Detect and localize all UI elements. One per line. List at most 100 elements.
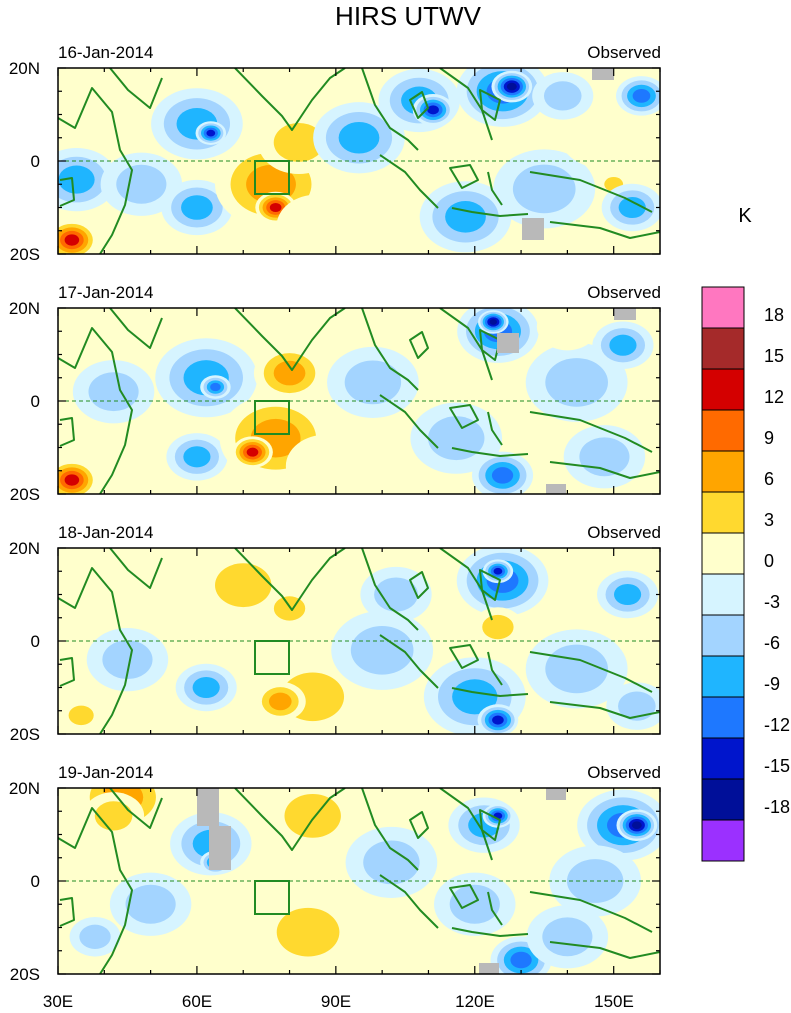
anomaly-contour bbox=[449, 884, 500, 924]
anomaly-contour bbox=[428, 416, 485, 461]
anomaly-contour bbox=[88, 372, 139, 412]
colorbar-swatch bbox=[701, 327, 745, 370]
panel-label: Observed bbox=[587, 763, 661, 782]
y-tick-label: 20S bbox=[10, 245, 40, 264]
colorbar-label: 3 bbox=[764, 510, 774, 530]
colorbar-label: -15 bbox=[764, 756, 790, 776]
anomaly-contour bbox=[192, 676, 220, 699]
map-panel: 19-Jan-2014 Observed bbox=[9, 763, 661, 984]
anomaly-contour bbox=[545, 644, 608, 694]
anomaly-contour bbox=[102, 640, 153, 680]
colorbar-label: -9 bbox=[764, 674, 780, 694]
panel-label: Observed bbox=[587, 43, 661, 62]
colorbar-label: -3 bbox=[764, 592, 780, 612]
anomaly-contour bbox=[510, 951, 532, 969]
colorbar-swatch bbox=[701, 409, 745, 452]
colorbar-swatch bbox=[701, 737, 745, 780]
y-tick-label: 20N bbox=[9, 59, 40, 78]
missing-data-patch bbox=[497, 333, 519, 353]
anomaly-contour bbox=[344, 360, 402, 405]
anomaly-contour bbox=[512, 164, 576, 214]
anomaly-layer bbox=[60, 548, 660, 734]
anomaly-contour bbox=[350, 905, 433, 969]
anomaly-contour bbox=[543, 81, 582, 111]
anomaly-contour bbox=[285, 434, 368, 494]
axis-ticks bbox=[57, 307, 661, 495]
anomaly-contour bbox=[276, 907, 340, 957]
missing-data-patch bbox=[546, 484, 566, 494]
anomaly-contour bbox=[68, 557, 140, 613]
x-tick-label: 30E bbox=[43, 992, 73, 1011]
anomaly-contour bbox=[338, 121, 380, 154]
anomaly-contour bbox=[609, 334, 637, 356]
anomaly-contour bbox=[273, 596, 306, 621]
anomaly-contour bbox=[79, 924, 111, 949]
anomaly-contour bbox=[618, 196, 646, 219]
y-tick-label: 20N bbox=[9, 299, 40, 318]
y-tick-label: 0 bbox=[31, 392, 40, 411]
colorbar-swatch bbox=[701, 450, 745, 493]
chart-title: HIRS UTWV bbox=[335, 1, 482, 31]
anomaly-contour bbox=[491, 467, 514, 484]
x-tick-label: 150E bbox=[594, 992, 634, 1011]
anomaly-contour bbox=[493, 567, 503, 575]
anomaly-contour bbox=[58, 317, 122, 373]
colorbar-label: 0 bbox=[764, 551, 774, 571]
y-tick-label: 0 bbox=[31, 152, 40, 171]
anomaly-contour bbox=[482, 614, 514, 640]
panel-date: 17-Jan-2014 bbox=[58, 283, 153, 302]
colorbar-label: 18 bbox=[764, 305, 784, 325]
map-panel: 18-Jan-2014 Observed bbox=[9, 523, 661, 744]
x-tick-label: 60E bbox=[182, 992, 212, 1011]
y-tick-label: 20S bbox=[10, 725, 40, 744]
anomaly-contour bbox=[363, 840, 420, 885]
y-tick-label: 20N bbox=[9, 779, 40, 798]
colorbar-swatch bbox=[701, 696, 745, 739]
colorbar-units: K bbox=[738, 205, 752, 227]
y-tick-label: 0 bbox=[31, 872, 40, 891]
anomaly-contour bbox=[566, 859, 624, 903]
colorbar-swatch bbox=[701, 819, 745, 862]
colorbar-label: 15 bbox=[764, 346, 784, 366]
colorbar-label: 9 bbox=[764, 428, 774, 448]
colorbar-swatch bbox=[701, 655, 745, 698]
anomaly-contour bbox=[116, 164, 167, 204]
coastline bbox=[58, 308, 660, 494]
anomaly-contour bbox=[350, 625, 414, 675]
colorbar-label: 12 bbox=[764, 387, 784, 407]
colorbar-swatch bbox=[701, 286, 745, 329]
anomaly-contour bbox=[506, 82, 517, 91]
map-panel: 16-Jan-2014 Observed bbox=[9, 43, 661, 264]
anomaly-contour bbox=[631, 821, 642, 830]
study-box bbox=[254, 400, 290, 435]
anomaly-contour bbox=[618, 691, 656, 721]
x-tick-label: 120E bbox=[455, 992, 495, 1011]
x-tick-label: 90E bbox=[321, 992, 351, 1011]
y-tick-label: 0 bbox=[31, 632, 40, 651]
colorbar-swatch bbox=[701, 532, 745, 575]
anomaly-contour bbox=[269, 202, 282, 213]
colorbar-label: 6 bbox=[764, 469, 774, 489]
axis-ticks bbox=[57, 787, 661, 975]
anomaly-contour bbox=[268, 692, 292, 711]
anomaly-contour bbox=[536, 308, 598, 351]
anomaly-contour bbox=[427, 105, 439, 115]
missing-data-patch bbox=[546, 788, 566, 800]
anomaly-contour bbox=[210, 382, 221, 392]
colorbar-label: -18 bbox=[764, 797, 790, 817]
anomaly-layer bbox=[69, 788, 660, 974]
map-panel: 17-Jan-2014 Observed bbox=[9, 283, 661, 504]
coastline bbox=[58, 788, 660, 974]
missing-data-patch bbox=[522, 218, 544, 240]
anomaly-contour bbox=[246, 447, 259, 457]
panel-date: 19-Jan-2014 bbox=[58, 763, 153, 782]
anomaly-contour bbox=[125, 884, 176, 924]
colorbar-label: -6 bbox=[764, 633, 780, 653]
anomaly-contour bbox=[542, 917, 593, 957]
y-tick-label: 20S bbox=[10, 485, 40, 504]
colorbar-swatch bbox=[701, 368, 745, 411]
anomaly-contour bbox=[558, 97, 651, 169]
anomaly-contour bbox=[445, 200, 486, 233]
anomaly-contour bbox=[632, 89, 651, 103]
anomaly-contour bbox=[68, 705, 94, 726]
